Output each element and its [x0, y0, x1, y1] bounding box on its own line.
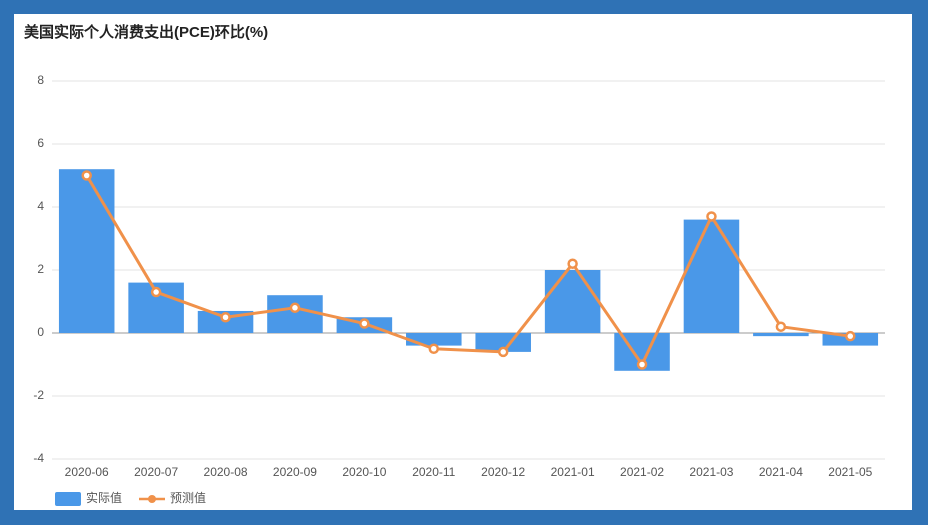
y-tick-label: -4	[33, 451, 44, 465]
y-tick-label: 6	[37, 136, 44, 150]
legend-swatch	[55, 492, 81, 506]
x-tick-label: 2021-03	[689, 465, 733, 479]
bar	[683, 219, 740, 333]
bar	[544, 270, 601, 333]
bar	[475, 333, 531, 352]
x-tick-label: 2020-09	[273, 465, 317, 479]
x-tick-label: 2021-04	[759, 465, 803, 479]
x-tick-label: 2020-06	[65, 465, 109, 479]
chart-title: 美国实际个人消费支出(PCE)环比(%)	[24, 23, 268, 41]
x-tick-label: 2021-05	[828, 465, 872, 479]
point	[567, 258, 578, 269]
legend-label: 实际值	[86, 490, 122, 505]
point	[81, 170, 92, 181]
point	[150, 286, 162, 298]
legend-swatch	[148, 495, 156, 503]
point	[428, 343, 440, 354]
point	[359, 318, 370, 329]
point	[706, 211, 717, 222]
x-tick-label: 2021-01	[551, 465, 595, 479]
x-tick-label: 2020-10	[342, 465, 386, 479]
point	[497, 346, 509, 358]
y-tick-label: -2	[33, 388, 44, 402]
legend-label: 预测值	[170, 490, 206, 505]
bar	[753, 333, 809, 337]
point	[845, 330, 856, 342]
y-tick-label: 4	[37, 199, 44, 213]
point	[775, 321, 787, 332]
bar	[267, 295, 323, 333]
point	[636, 359, 648, 370]
panel	[14, 14, 912, 510]
bar	[58, 169, 115, 333]
x-tick-label: 2020-11	[412, 465, 455, 479]
point	[220, 312, 231, 323]
x-tick-label: 2020-08	[204, 465, 248, 479]
y-tick-label: 0	[37, 325, 44, 339]
point	[289, 302, 301, 314]
y-tick-label: 8	[37, 73, 44, 87]
line	[85, 174, 851, 366]
x-tick-label: 2020-07	[134, 465, 178, 479]
x-tick-label: 2021-02	[620, 465, 664, 479]
x-tick-label: 2020-12	[481, 465, 525, 479]
y-tick-label: 2	[37, 262, 44, 276]
